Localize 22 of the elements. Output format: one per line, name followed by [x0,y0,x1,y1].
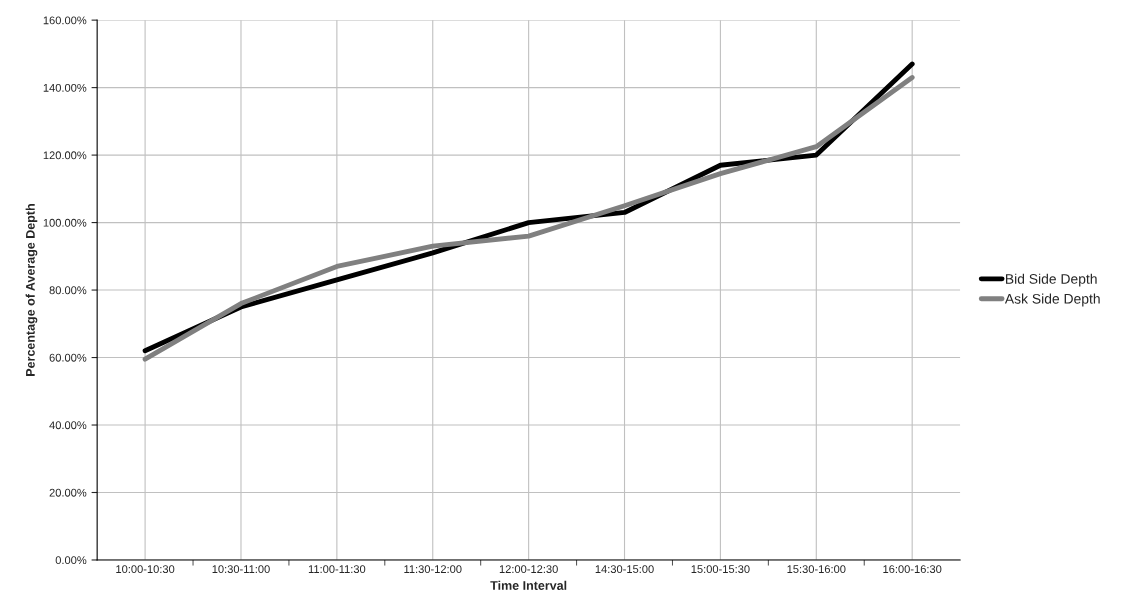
x-tick-label: 15:30-16:00 [787,565,846,573]
x-tick-label: 10:30-11:00 [212,565,270,573]
y-tick-label: 80.00% [49,286,87,295]
x-axis-title: Time Interval [490,580,567,590]
y-tick-label: 160.00% [43,16,87,25]
y-tick-label: 100.00% [43,218,87,227]
legend-label: Bid Side Depth [1006,273,1097,287]
y-tick-label: 140.00% [43,83,87,92]
x-tick-label: 14:30-15:00 [595,565,654,573]
y-tick-label: 40.00% [49,421,87,430]
x-tick-label: 16:00-16:30 [883,565,942,573]
x-tick-label: 15:00-15:30 [691,565,750,573]
y-tick-label: 20.00% [49,488,87,497]
legend-label: Ask Side Depth [1004,293,1100,307]
y-tick-label: 120.00% [43,151,87,160]
x-tick-label: 10:00-10:30 [116,565,175,573]
y-tick-label: 60.00% [49,353,87,362]
x-tick-label: 11:30-12:00 [404,565,462,573]
x-tick-label: 11:00-11:30 [308,565,366,573]
y-axis-title: Percentage of Average Depth [25,204,38,376]
x-tick-label: 12:00-12:30 [499,565,558,573]
y-tick-label: 0.00% [55,556,87,565]
